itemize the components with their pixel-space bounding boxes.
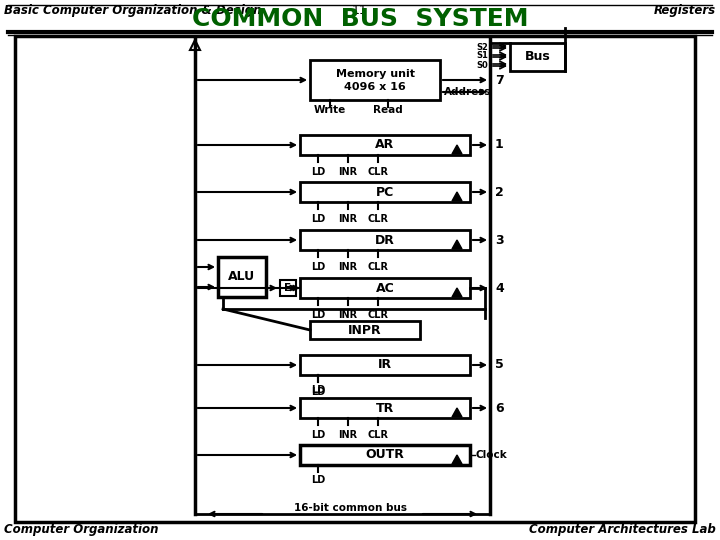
Text: AR: AR: [375, 138, 395, 152]
Text: LD: LD: [311, 310, 325, 320]
Text: Write: Write: [314, 105, 346, 115]
Text: CLR: CLR: [367, 430, 389, 440]
Polygon shape: [452, 408, 462, 417]
Polygon shape: [452, 192, 462, 201]
Text: S1: S1: [476, 51, 488, 60]
FancyBboxPatch shape: [310, 60, 440, 100]
Text: AC: AC: [376, 281, 395, 294]
Text: LD: LD: [311, 475, 325, 485]
Text: CLR: CLR: [367, 214, 389, 224]
Text: Bus: Bus: [525, 51, 550, 64]
Text: LD: LD: [311, 167, 325, 177]
Text: OUTR: OUTR: [366, 449, 405, 462]
Text: 4096 x 16: 4096 x 16: [344, 82, 406, 92]
Text: INR: INR: [338, 167, 358, 177]
Polygon shape: [452, 455, 462, 464]
Text: 16-bit common bus: 16-bit common bus: [294, 503, 407, 513]
Text: COMMON  BUS  SYSTEM: COMMON BUS SYSTEM: [192, 7, 528, 31]
Text: DR: DR: [375, 233, 395, 246]
Text: 1: 1: [495, 138, 504, 152]
Text: PC: PC: [376, 186, 394, 199]
FancyBboxPatch shape: [280, 280, 296, 296]
Text: INR: INR: [338, 214, 358, 224]
Text: IR: IR: [378, 359, 392, 372]
Polygon shape: [452, 145, 462, 154]
Text: 7: 7: [495, 73, 504, 86]
Text: LD: LD: [311, 262, 325, 272]
Text: 3: 3: [495, 233, 503, 246]
FancyBboxPatch shape: [300, 182, 470, 202]
Text: Memory unit: Memory unit: [336, 69, 415, 79]
Text: LD: LD: [311, 430, 325, 440]
Text: Computer Architectures Lab: Computer Architectures Lab: [529, 523, 716, 536]
Text: Basic Computer Organization & Design: Basic Computer Organization & Design: [4, 4, 261, 17]
Text: S2: S2: [476, 43, 488, 51]
FancyBboxPatch shape: [300, 278, 470, 298]
Text: CLR: CLR: [367, 167, 389, 177]
Text: LD: LD: [311, 214, 325, 224]
FancyBboxPatch shape: [510, 43, 565, 71]
FancyBboxPatch shape: [218, 257, 266, 297]
FancyBboxPatch shape: [300, 355, 470, 375]
Polygon shape: [452, 240, 462, 249]
Text: Clock: Clock: [475, 450, 507, 460]
Polygon shape: [452, 288, 462, 297]
Text: 2: 2: [495, 186, 504, 199]
FancyBboxPatch shape: [300, 398, 470, 418]
Text: 5: 5: [495, 359, 504, 372]
Text: INR: INR: [338, 430, 358, 440]
Text: TR: TR: [376, 402, 394, 415]
Text: ALU: ALU: [228, 271, 256, 284]
FancyBboxPatch shape: [8, 6, 712, 32]
Text: CLR: CLR: [367, 262, 389, 272]
Text: 4: 4: [495, 281, 504, 294]
FancyBboxPatch shape: [300, 135, 470, 155]
Text: LD: LD: [311, 385, 325, 395]
Text: E: E: [284, 283, 292, 293]
Text: S0: S0: [476, 60, 488, 70]
Text: Address: Address: [444, 87, 492, 97]
Text: LD: LD: [311, 387, 325, 397]
Text: INR: INR: [338, 310, 358, 320]
Text: INPR: INPR: [348, 323, 382, 336]
Text: Read: Read: [373, 105, 403, 115]
Text: Computer Organization: Computer Organization: [4, 523, 158, 536]
FancyBboxPatch shape: [300, 445, 470, 465]
Text: CLR: CLR: [367, 310, 389, 320]
FancyBboxPatch shape: [300, 230, 470, 250]
Text: Registers: Registers: [654, 4, 716, 17]
Text: INR: INR: [338, 262, 358, 272]
Text: 6: 6: [495, 402, 503, 415]
FancyBboxPatch shape: [310, 321, 420, 339]
Text: 11: 11: [352, 4, 368, 17]
Polygon shape: [190, 40, 200, 50]
